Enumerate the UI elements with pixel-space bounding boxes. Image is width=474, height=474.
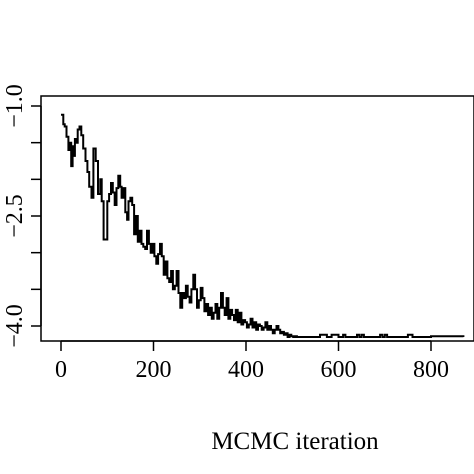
plot-area-frame bbox=[40, 95, 474, 342]
x-axis-title: MCMC iteration bbox=[211, 428, 379, 455]
x-axis: 0 200 400 600 800 bbox=[55, 340, 449, 383]
y-axis: −1.0 −2.5 −4.0 bbox=[2, 84, 42, 348]
trace-line bbox=[61, 113, 465, 338]
x-tick-label: 600 bbox=[321, 357, 357, 383]
x-tick-label: 400 bbox=[228, 357, 264, 383]
x-tick-label: 800 bbox=[413, 357, 449, 383]
y-tick-label: −2.5 bbox=[2, 194, 28, 238]
x-tick-label: 200 bbox=[136, 357, 172, 383]
x-tick-label: 0 bbox=[55, 357, 67, 383]
y-tick-label: −4.0 bbox=[2, 304, 28, 348]
y-tick-label: −1.0 bbox=[2, 84, 28, 128]
plot-lines bbox=[61, 113, 465, 338]
